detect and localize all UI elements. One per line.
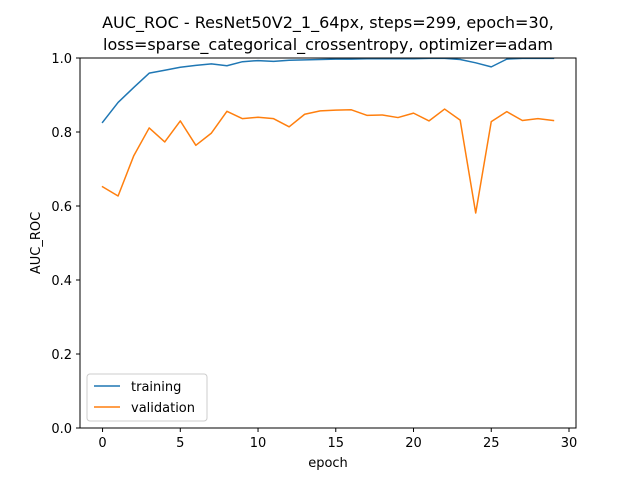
chart-title-line-2: loss=sparse_categorical_crossentropy, op… [103,35,553,55]
y-axis-label: AUC_ROC [29,212,44,274]
y-tick-label: 1.0 [51,52,72,67]
y-axis-ticks: 0.0 0.2 0.4 0.6 0.8 1.0 [51,52,80,437]
y-tick-label: 0.0 [51,422,72,437]
plot-area: 0 5 10 15 20 25 30 0.0 0.2 0.4 0.6 0.8 1.0 [51,52,577,451]
series-line-training [101,57,555,124]
x-tick-label: 30 [561,436,578,451]
series-lines [101,57,555,214]
y-tick-label: 0.8 [51,126,72,141]
y-tick-label: 0.4 [51,274,72,289]
x-axis-label: epoch [308,456,348,471]
x-axis-ticks: 0 5 10 15 20 25 30 [98,428,577,451]
y-tick-label: 0.2 [51,348,72,363]
legend-validation-label: validation [131,401,195,416]
plot-frame [79,57,577,429]
x-tick-label: 20 [405,436,422,451]
legend: training validation [86,373,208,422]
x-tick-label: 0 [98,436,106,451]
legend-training-label: training [131,380,181,395]
x-tick-label: 5 [176,436,184,451]
x-tick-label: 15 [328,436,345,451]
x-tick-label: 10 [250,436,267,451]
chart-title-line-1: AUC_ROC - ResNet50V2_1_64px, steps=299, … [102,13,554,33]
x-tick-label: 25 [483,436,500,451]
y-tick-label: 0.6 [51,200,72,215]
series-line-validation [101,108,555,214]
